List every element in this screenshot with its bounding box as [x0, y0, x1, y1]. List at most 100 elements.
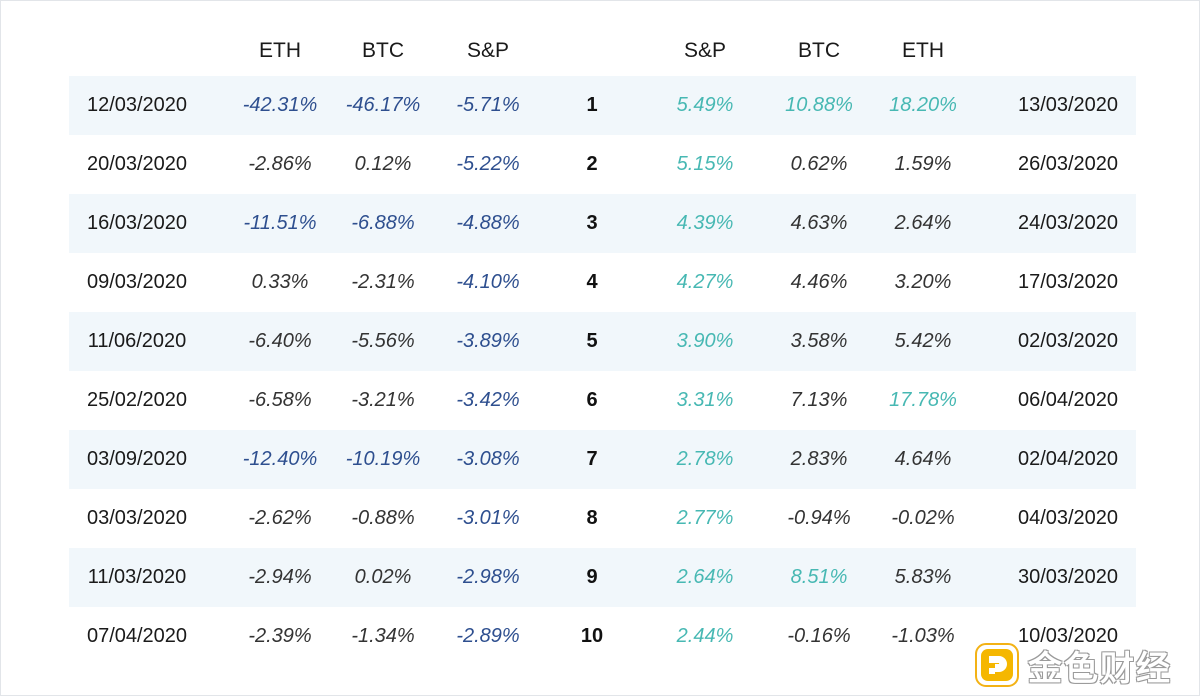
cell-btc-down: -3.21% [351, 389, 415, 411]
cell-btc-up: 4.63% [790, 212, 848, 234]
watermark-text: 金色财经 [1028, 649, 1172, 688]
cell-sp-up: 4.27% [676, 271, 734, 293]
brand-logo-icon [975, 643, 1019, 687]
cell-right-date: 26/03/2020 [1017, 153, 1119, 175]
cell-eth-down: -2.62% [248, 507, 312, 529]
table-row: 12/03/2020 -42.31% -46.17% -5.71% 1 5.49% 10.8… [69, 76, 1136, 135]
cell-btc-up: -0.94% [787, 507, 851, 529]
cell-rank: 10 [580, 625, 604, 647]
cell-left-date: 09/03/2020 [86, 271, 188, 293]
cell-eth-up: 4.64% [894, 448, 952, 470]
cell-right-date: 04/03/2020 [1017, 507, 1119, 529]
cell-right-date: 30/03/2020 [1017, 566, 1119, 588]
cell-sp-up: 2.44% [676, 625, 734, 647]
cell-btc-up: 7.13% [790, 389, 848, 411]
cell-sp-up: 3.90% [676, 330, 734, 352]
cell-left-date: 03/03/2020 [86, 507, 188, 529]
cell-btc-up: 4.46% [790, 271, 848, 293]
cell-left-date: 25/02/2020 [86, 389, 188, 411]
cell-eth-down: -2.39% [248, 625, 312, 647]
cell-eth-down: 0.33% [251, 271, 309, 293]
cell-btc-down: -1.34% [351, 625, 415, 647]
cell-right-date: 02/03/2020 [1017, 330, 1119, 352]
cell-rank: 7 [586, 448, 598, 470]
cell-left-date: 16/03/2020 [86, 212, 188, 234]
cell-right-date: 13/03/2020 [1017, 94, 1119, 116]
table-row: 20/03/2020 -2.86% 0.12% -5.22% 2 5.15% 0.62% 1.… [69, 135, 1136, 194]
table-row: 09/03/2020 0.33% -2.31% -4.10% 4 4.27% 4.46% 3.… [69, 253, 1136, 312]
cell-eth-down: -42.31% [242, 94, 318, 116]
cell-sp-up: 2.64% [676, 566, 734, 588]
cell-eth-up: 18.20% [889, 94, 957, 116]
cell-sp-down: -5.71% [456, 94, 520, 116]
cell-left-date: 07/04/2020 [86, 625, 188, 647]
cell-eth-down: -6.40% [248, 330, 312, 352]
cell-right-date: 10/03/2020 [1017, 625, 1119, 647]
cell-eth-up: 1.59% [894, 153, 952, 175]
header-btc-right: BTC [798, 39, 840, 62]
cell-sp-down: -3.08% [456, 448, 520, 470]
cell-sp-down: -4.10% [456, 271, 520, 293]
cell-btc-up: 2.83% [790, 448, 848, 470]
header-eth-right: ETH [902, 39, 944, 62]
cell-btc-up: 10.88% [785, 94, 853, 116]
cell-btc-down: -2.31% [351, 271, 415, 293]
cell-btc-down: 0.12% [354, 153, 412, 175]
cell-eth-up: 5.83% [894, 566, 952, 588]
cell-btc-up: 0.62% [790, 153, 848, 175]
cell-sp-down: -2.89% [456, 625, 520, 647]
cell-sp-down: -3.01% [456, 507, 520, 529]
cell-eth-up: -1.03% [891, 625, 955, 647]
cell-left-date: 11/06/2020 [87, 330, 187, 352]
cell-sp-up: 4.39% [676, 212, 734, 234]
cell-eth-down: -12.40% [242, 448, 318, 470]
cell-rank: 8 [586, 507, 598, 529]
cell-rank: 5 [586, 330, 598, 352]
cell-btc-up: 8.51% [790, 566, 848, 588]
cell-rank: 2 [586, 153, 598, 175]
cell-rank: 6 [586, 389, 598, 411]
cell-eth-up: 2.64% [894, 212, 952, 234]
cell-btc-up: -0.16% [787, 625, 851, 647]
table-row: 03/03/2020 -2.62% -0.88% -3.01% 8 2.77% -0.94%… [69, 489, 1136, 548]
cell-eth-down: -11.51% [243, 212, 317, 234]
table-row: 25/02/2020 -6.58% -3.21% -3.42% 6 3.31% 7.13% 1… [69, 371, 1136, 430]
cell-eth-up: -0.02% [891, 507, 955, 529]
cell-btc-down: -6.88% [351, 212, 415, 234]
cell-sp-up: 2.77% [676, 507, 734, 529]
cell-eth-up: 17.78% [889, 389, 957, 411]
cell-btc-down: 0.02% [354, 566, 412, 588]
cell-rank: 9 [586, 566, 598, 588]
cell-sp-up: 5.15% [676, 153, 734, 175]
header-eth-left: ETH [259, 39, 301, 62]
cell-sp-up: 5.49% [676, 94, 734, 116]
cell-eth-down: -2.94% [248, 566, 312, 588]
table-row: 03/09/2020 -12.40% -10.19% -3.08% 7 2.78% 2.83… [69, 430, 1136, 489]
cell-right-date: 06/04/2020 [1017, 389, 1119, 411]
header-btc-left: BTC [362, 39, 404, 62]
cell-btc-down: -0.88% [351, 507, 415, 529]
table-row: 16/03/2020 -11.51% -6.88% -4.88% 3 4.39% 4.63%… [69, 194, 1136, 253]
cell-eth-up: 3.20% [894, 271, 952, 293]
cell-right-date: 17/03/2020 [1017, 271, 1119, 293]
cell-rank: 1 [586, 94, 598, 116]
cell-sp-up: 3.31% [676, 389, 734, 411]
cell-btc-down: -46.17% [345, 94, 421, 116]
cell-sp-down: -3.89% [456, 330, 520, 352]
watermark: 金色财经 [974, 641, 1172, 689]
table-row: 11/03/2020 -2.94% 0.02% -2.98% 9 2.64% 8.51% 5.… [69, 548, 1136, 607]
cell-sp-down: -5.22% [456, 153, 520, 175]
table-row: 07/04/2020 -2.39% -1.34% -2.89% 10 2.44% -0.16… [69, 607, 1136, 666]
table-row: 11/06/2020 -6.40% -5.56% -3.89% 5 3.90% 3.58% 5… [69, 312, 1136, 371]
cell-rank: 4 [586, 271, 598, 293]
header-sp-left: S&P [466, 39, 510, 62]
cell-left-date: 11/03/2020 [87, 566, 187, 588]
cell-sp-down: -4.88% [456, 212, 520, 234]
header-sp-right: S&P [683, 39, 727, 62]
cell-sp-down: -2.98% [456, 566, 520, 588]
cell-sp-up: 2.78% [676, 448, 734, 470]
cell-sp-down: -3.42% [456, 389, 520, 411]
cell-btc-up: 3.58% [790, 330, 848, 352]
cell-left-date: 12/03/2020 [86, 94, 188, 116]
